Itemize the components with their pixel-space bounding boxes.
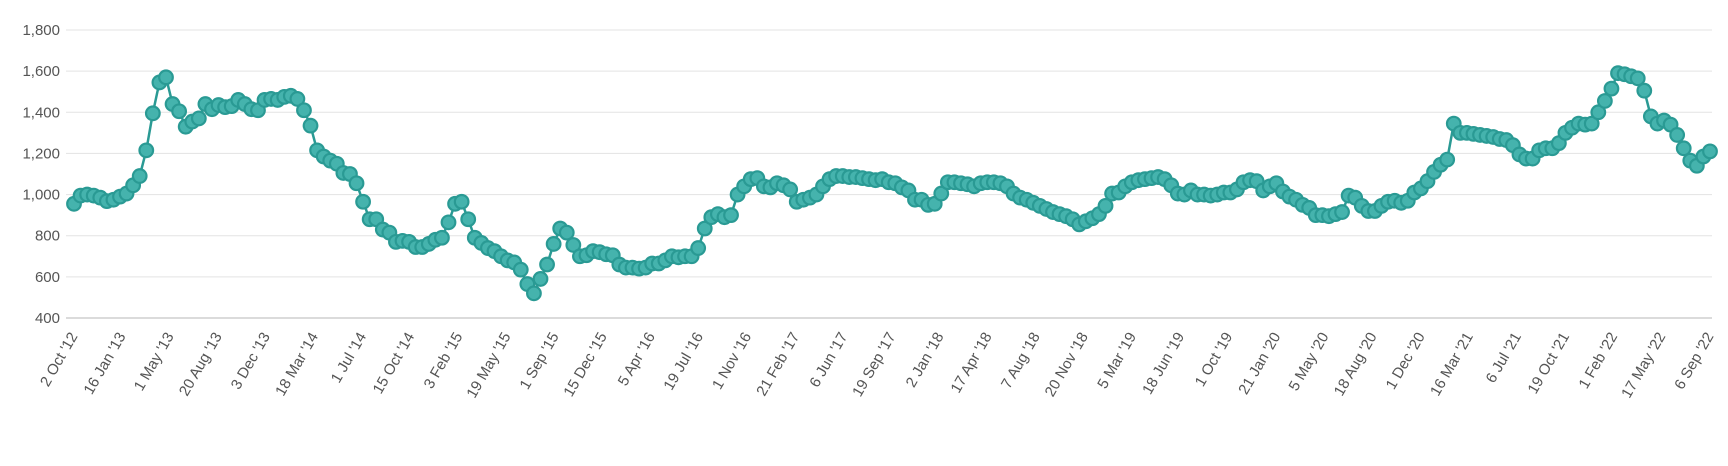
data-point — [539, 256, 555, 273]
data-point — [565, 237, 582, 253]
data-point — [1629, 70, 1646, 87]
x-tick-label: 15 Dec '15 — [560, 330, 610, 400]
x-tick-label: 1 Jul '14 — [328, 330, 370, 386]
data-point — [158, 69, 174, 86]
data-point — [1097, 197, 1114, 214]
x-tick-label: 20 Nov '18 — [1042, 330, 1092, 400]
x-tick-label: 1 Oct '19 — [1192, 330, 1237, 390]
series — [66, 65, 1718, 302]
data-point — [1636, 82, 1653, 99]
data-point — [723, 207, 739, 224]
x-tick-label: 15 Oct '14 — [370, 330, 419, 397]
data-point — [453, 193, 470, 210]
x-tick-label: 18 Aug '20 — [1331, 330, 1381, 400]
data-point — [355, 193, 371, 210]
data-point — [526, 285, 542, 302]
data-point — [138, 142, 155, 159]
data-point — [1702, 143, 1718, 160]
x-tick-label: 6 Jun '17 — [806, 330, 851, 391]
data-point — [1669, 127, 1686, 143]
x-tick-label: 21 Jan '20 — [1235, 330, 1284, 398]
data-point — [1334, 204, 1350, 220]
x-tick-label: 19 Oct '21 — [1524, 330, 1573, 397]
x-tick-label: 18 Jun '19 — [1139, 330, 1188, 398]
y-tick-label: 800 — [35, 228, 60, 245]
x-tick-label: 1 May '13 — [131, 330, 178, 394]
data-point — [190, 110, 207, 127]
data-point — [171, 103, 188, 120]
x-tick-label: 21 Feb '17 — [753, 330, 803, 399]
y-tick-label: 1,600 — [22, 63, 60, 80]
data-point — [289, 91, 306, 107]
data-point — [1590, 104, 1607, 121]
x-tick-label: 16 Jan '13 — [80, 330, 129, 398]
y-tick-label: 1,400 — [22, 104, 60, 121]
y-tick-label: 1,800 — [22, 22, 60, 39]
x-tick-label: 1 Dec '20 — [1383, 330, 1429, 393]
data-point — [1439, 151, 1456, 168]
data-point — [348, 175, 365, 192]
data-point — [1583, 115, 1600, 132]
x-tick-label: 19 May '15 — [463, 330, 514, 402]
x-tick-label: 19 Jul '16 — [660, 330, 707, 394]
data-point — [782, 181, 799, 198]
data-point — [690, 240, 707, 256]
data-point — [440, 214, 457, 231]
data-point — [460, 211, 477, 228]
data-point — [558, 224, 575, 241]
x-tick-label: 7 Aug '18 — [998, 330, 1044, 392]
y-axis-tick-labels: 400 600 800 1,000 1,200 1,400 1,600 1,800 — [22, 22, 60, 327]
x-tick-label: 2 Jan '18 — [903, 330, 948, 391]
x-tick-label: 1 Sep '15 — [516, 330, 562, 393]
data-point — [1675, 140, 1692, 157]
data-point — [131, 168, 148, 184]
data-point — [545, 236, 562, 252]
x-tick-label: 19 Sep '17 — [849, 330, 899, 400]
x-tick-label: 1 Nov '16 — [709, 330, 755, 393]
x-tick-label: 3 Feb '15 — [421, 330, 467, 392]
data-point — [1596, 93, 1613, 109]
y-tick-label: 400 — [35, 310, 60, 327]
y-tick-label: 1,000 — [22, 187, 60, 204]
x-tick-label: 20 Aug '13 — [176, 330, 226, 400]
data-point — [434, 229, 450, 246]
data-point — [933, 185, 950, 202]
x-tick-label: 3 Dec '13 — [228, 330, 274, 393]
x-tick-label: 5 May '20 — [1286, 330, 1333, 394]
data-point — [144, 105, 161, 122]
gridlines — [66, 29, 1712, 319]
x-tick-label: 17 Apr '18 — [947, 330, 995, 397]
x-tick-label: 6 Jul '21 — [1483, 330, 1525, 386]
y-tick-label: 1,200 — [22, 145, 60, 162]
x-tick-label: 17 May '22 — [1618, 330, 1669, 402]
data-point — [532, 271, 549, 287]
x-tick-label: 18 Mar '14 — [272, 330, 322, 399]
data-point — [696, 220, 713, 237]
x-tick-label: 16 Mar '21 — [1427, 330, 1477, 399]
data-point — [302, 117, 319, 134]
x-tick-label: 1 Feb '22 — [1575, 330, 1621, 392]
x-tick-label: 6 Sep '22 — [1671, 330, 1717, 393]
x-tick-label: 5 Mar '19 — [1094, 330, 1140, 392]
data-point — [1603, 80, 1620, 97]
x-tick-label: 5 Apr '16 — [615, 330, 659, 389]
data-point — [512, 261, 529, 278]
x-tick-label: 2 Oct '12 — [37, 330, 82, 390]
data-point — [296, 102, 312, 119]
y-tick-label: 600 — [35, 269, 60, 286]
